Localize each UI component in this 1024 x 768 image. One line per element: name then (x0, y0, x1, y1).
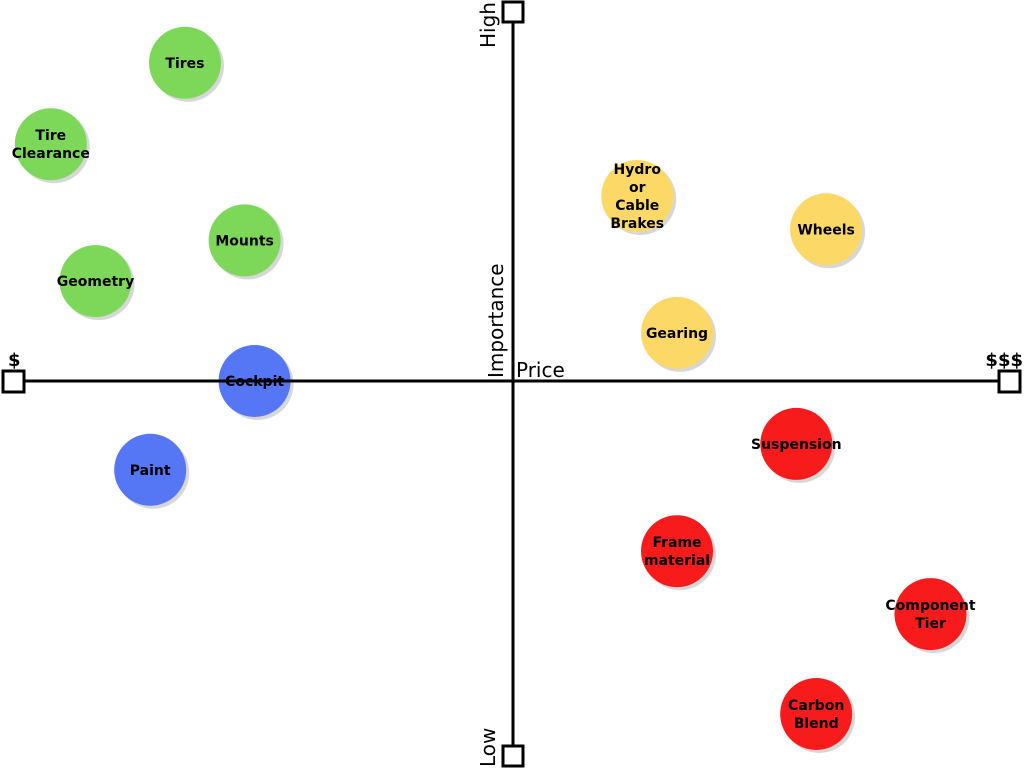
bubble-suspension: Suspension (751, 407, 842, 483)
bubble-paint: Paint (114, 433, 190, 509)
bubble-label: Wheels (797, 222, 855, 238)
bubble-carbon-blend: Carbon Blend (780, 678, 856, 753)
bubble-circle (790, 193, 863, 266)
bubble-frame-material: Frame material (641, 515, 717, 591)
bubble-label: Geometry (57, 274, 134, 290)
bubble-wheels: Wheels (790, 193, 866, 269)
bubble-label: Carbon (788, 698, 844, 714)
bubble-label: Tier (915, 616, 946, 632)
bubble-circle (148, 26, 221, 99)
bubble-geometry: Geometry (57, 245, 135, 321)
y-axis-high-label: High (476, 2, 500, 48)
bubble-label: Paint (130, 463, 171, 479)
bubble-cockpit: Cockpit (218, 345, 294, 420)
bubble-label: Frame (652, 535, 701, 551)
bubble-component-tier: Component Tier (885, 578, 976, 654)
bubble-label: Clearance (12, 146, 90, 162)
y-axis-title: Importance (484, 263, 508, 378)
y-axis-low-label: Low (476, 728, 500, 767)
bubble-label: Component (885, 598, 976, 614)
bubble-tires: Tires (148, 26, 224, 102)
bubble-mounts: Mounts (208, 204, 284, 280)
x-axis-title: Price (516, 358, 565, 382)
x-axis-low-handle (1, 369, 26, 394)
bubble-circle (14, 108, 87, 181)
x-axis-high-label: $$$ (985, 350, 1023, 371)
bubble-label: Mounts (215, 233, 274, 249)
bubble-label: material (644, 553, 710, 569)
x-axis-high-handle (997, 369, 1022, 394)
bubble-label: or (629, 180, 646, 196)
bubble-label: Hydro (614, 162, 662, 178)
bubbles-layer: Tires Tire Clearance Mounts Geometry Cockpit P… (12, 26, 976, 753)
y-axis-low-handle (501, 744, 525, 768)
bubble-label: Cable (615, 198, 659, 214)
bubble-tire-clearance: Tire Clearance (12, 108, 90, 184)
bubble-circle (641, 515, 714, 588)
bubble-label: Tire (35, 128, 66, 144)
bubble-label: Blend (794, 716, 839, 732)
bubble-circle (780, 678, 853, 750)
bubble-circle (59, 245, 132, 318)
bubble-circle (760, 407, 833, 480)
bubble-label: Gearing (646, 326, 708, 342)
bubble-label: Suspension (751, 437, 842, 453)
bubble-circle (208, 204, 281, 277)
bubble-hydro-or-cable-brakes: Hydro or Cable Brakes (601, 160, 677, 235)
bubble-label: Tires (165, 56, 204, 72)
bubble-circle (894, 578, 967, 651)
x-axis-low-label: $ (8, 350, 21, 371)
bubble-label: Brakes (610, 216, 664, 232)
bubble-circle (114, 433, 187, 506)
bubble-circle (601, 160, 674, 232)
y-axis-high-handle (501, 0, 525, 24)
bubble-gearing: Gearing (641, 296, 717, 372)
bubble-circle (641, 296, 714, 369)
